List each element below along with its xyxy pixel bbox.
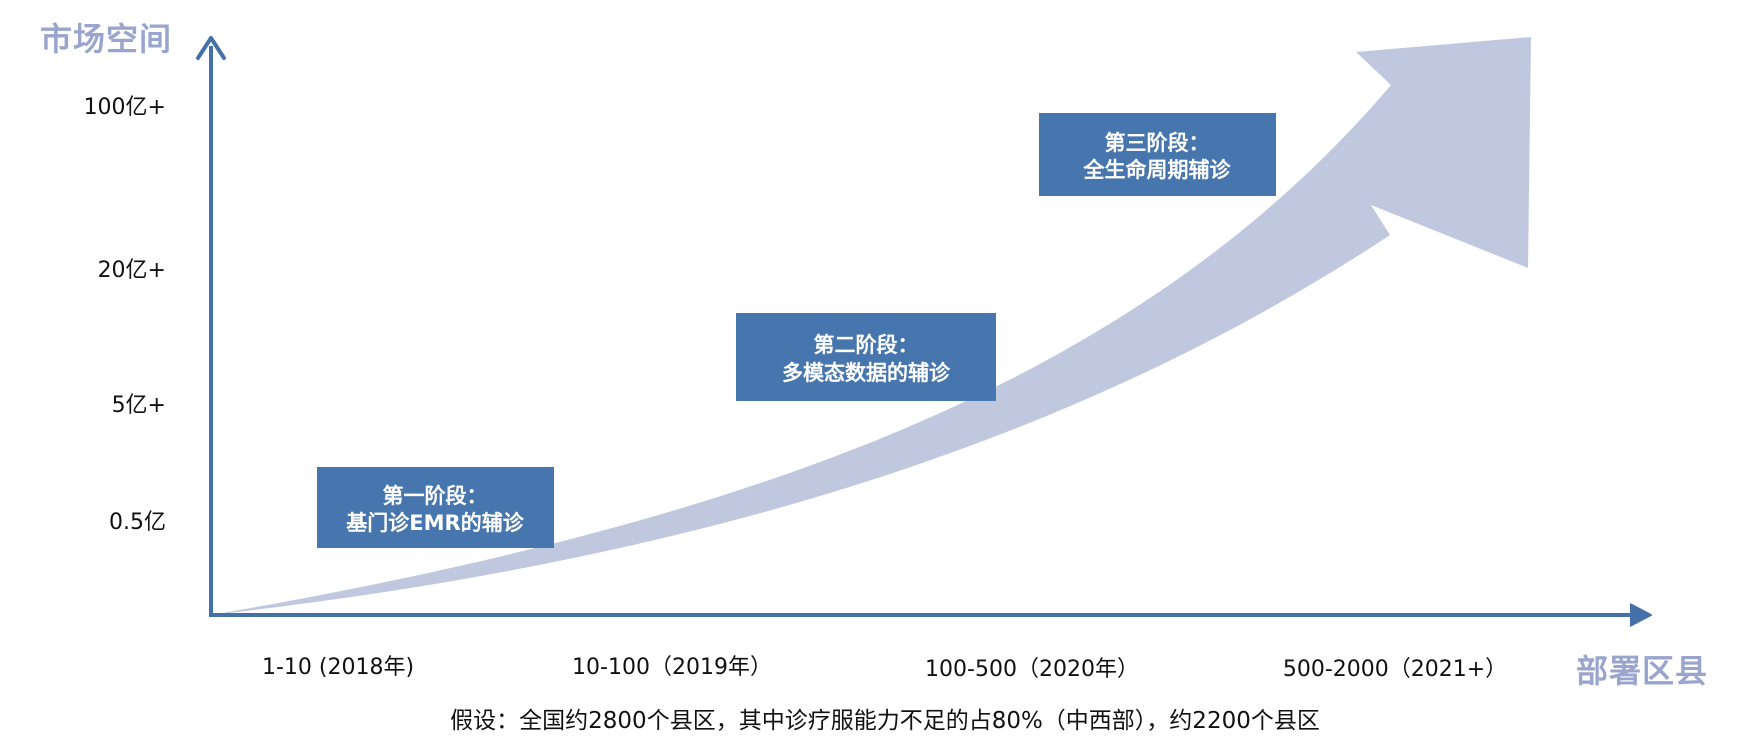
stage-1-box-bg xyxy=(317,467,554,548)
x-tick-label: 100-500（2020年） xyxy=(925,657,1139,682)
stage-2-box-bg xyxy=(736,313,996,401)
stage-1-line2: 基门诊EMR的辅诊 xyxy=(346,511,524,535)
stage-3-box: 第三阶段： 全生命周期辅诊 xyxy=(1039,113,1276,196)
stage-3-line1: 第三阶段： xyxy=(1105,131,1210,155)
y-axis-arrowhead xyxy=(196,36,226,60)
stage-2-box: 第二阶段： 多模态数据的辅诊 xyxy=(736,313,996,401)
y-tick-label: 100亿+ xyxy=(84,95,166,120)
x-tick-label: 500-2000（2021+） xyxy=(1283,657,1507,682)
stage-3-box-bg xyxy=(1039,113,1276,196)
stage-2-line1: 第二阶段： xyxy=(814,333,919,357)
y-tick-label: 5亿+ xyxy=(112,393,166,418)
assumption-note: 假设：全国约2800个县区，其中诊疗服能力不足的占80%（中西部），约2200个… xyxy=(450,708,1320,734)
y-axis-title: 市场空间 xyxy=(40,20,172,58)
y-tick-label: 0.5亿 xyxy=(109,510,166,535)
stage-3-line2: 全生命周期辅诊 xyxy=(1083,158,1232,182)
x-tick-label: 10-100（2019年） xyxy=(572,655,772,680)
stage-1-line1: 第一阶段： xyxy=(383,484,488,508)
y-tick-label: 20亿+ xyxy=(98,258,166,283)
x-tick-label: 1-10 (2018年) xyxy=(262,655,414,680)
x-axis-title: 部署区县 xyxy=(1576,652,1708,690)
stage-2-line2: 多模态数据的辅诊 xyxy=(782,361,951,385)
x-axis-arrowhead xyxy=(1629,603,1652,627)
growth-arrow xyxy=(211,37,1531,615)
stage-1-box: 第一阶段： 基门诊EMR的辅诊 xyxy=(317,467,554,548)
